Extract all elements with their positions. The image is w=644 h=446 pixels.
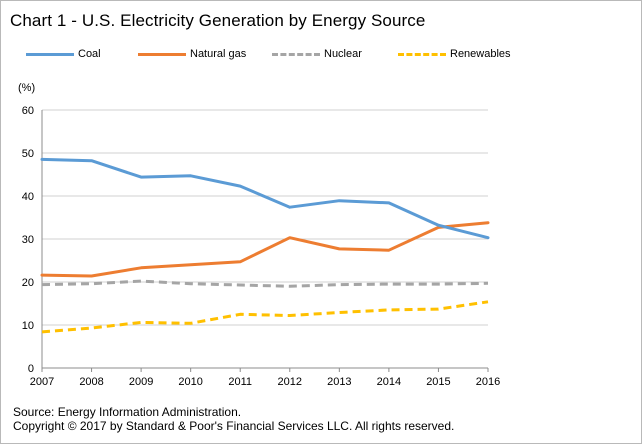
series-line-renewables [41, 300, 489, 334]
chart-title: Chart 1 - U.S. Electricity Generation by… [10, 11, 426, 30]
y-tick-label-30: 30 [22, 234, 34, 246]
x-tick-label-2010: 2010 [178, 376, 202, 388]
y-tick-label-40: 40 [22, 191, 34, 203]
x-tick-label-2014: 2014 [377, 376, 401, 388]
legend-item-coal: Coal [26, 44, 101, 64]
source-note: Source: Energy Information Administratio… [13, 405, 242, 419]
x-tick-label-2007: 2007 [30, 376, 54, 388]
series-line-coal [40, 157, 490, 240]
y-tick-label-0: 0 [28, 363, 34, 375]
legend-item-renewables: Renewables [398, 44, 511, 64]
y-tick-label-20: 20 [22, 277, 34, 289]
legend-label-natural-gas: Natural gas [190, 48, 247, 60]
x-tick-label-2015: 2015 [426, 376, 450, 388]
legend-label-nuclear: Nuclear [324, 48, 362, 60]
x-tick-label-2012: 2012 [278, 376, 302, 388]
series-line-nuclear [41, 279, 489, 288]
x-tick-label-2008: 2008 [79, 376, 103, 388]
x-tick-label-2009: 2009 [129, 376, 153, 388]
copyright-note: Copyright © 2017 by Standard & Poor's Fi… [13, 419, 455, 433]
legend-label-renewables: Renewables [450, 48, 511, 60]
legend-swatch-renewables [398, 52, 446, 56]
legend-item-natural-gas: Natural gas [138, 44, 246, 64]
y-tick-label-50: 50 [22, 148, 34, 160]
y-tick-label-60: 60 [22, 105, 34, 117]
legend-label-coal: Coal [78, 48, 101, 60]
legend-swatch-coal [26, 52, 74, 56]
legend-swatch-nuclear [272, 52, 320, 56]
chart-legend: Coal Natural gas Nuclear Renewables [0, 44, 644, 64]
legend-swatch-natural-gas [138, 52, 186, 56]
series-line-natural-gas [40, 221, 490, 278]
x-tick-label-2013: 2013 [327, 376, 351, 388]
y-axis-label: (%) [18, 82, 35, 94]
y-tick-label-10: 10 [22, 320, 34, 332]
x-tick-label-2016: 2016 [476, 376, 500, 388]
x-tick-label-2011: 2011 [228, 376, 252, 388]
legend-item-nuclear: Nuclear [272, 44, 362, 64]
